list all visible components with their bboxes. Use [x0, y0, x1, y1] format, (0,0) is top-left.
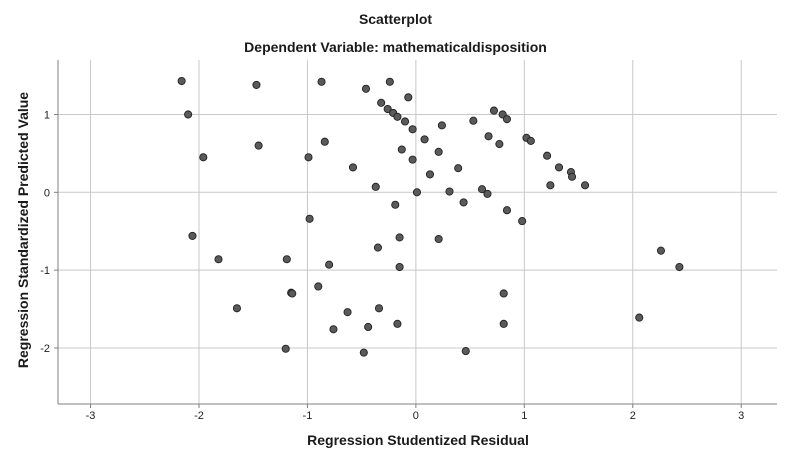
data-point [461, 347, 470, 356]
data-point [395, 262, 404, 272]
data-point [383, 104, 392, 114]
data-point [288, 289, 297, 298]
data-point [343, 308, 352, 317]
data-point [199, 153, 208, 162]
data-point [373, 243, 382, 252]
x-tick-label: 3 [738, 410, 744, 422]
data-point [477, 185, 487, 194]
y-tick-label: 0 [44, 187, 50, 199]
data-point [554, 163, 564, 172]
grid-lines [58, 60, 777, 404]
data-point [254, 141, 263, 150]
data-point [518, 217, 527, 226]
data-point [374, 304, 384, 313]
data-point [420, 135, 429, 144]
data-points [177, 76, 684, 357]
data-point [371, 182, 380, 191]
data-point [484, 132, 493, 141]
x-tick-label: -3 [86, 410, 96, 422]
data-point [656, 246, 666, 255]
data-point [502, 115, 512, 124]
data-point [393, 112, 402, 121]
data-point [385, 77, 394, 86]
tick-labels: -3 -2 -1 0 1 2 3 -2 -1 0 1 [40, 109, 744, 422]
data-point [434, 147, 443, 156]
data-point [546, 181, 555, 190]
data-point [305, 214, 314, 223]
x-tick-label: -1 [303, 410, 313, 422]
data-point [325, 260, 334, 269]
data-point [348, 163, 358, 172]
x-tick-label: -2 [194, 410, 204, 422]
axes [54, 60, 777, 408]
data-point [543, 151, 552, 160]
data-point [232, 304, 241, 313]
data-point [437, 121, 446, 130]
data-point [459, 198, 468, 207]
data-point [400, 117, 410, 126]
chart-subtitle: Dependent Variable: mathematicaldisposit… [244, 39, 547, 55]
data-point [393, 319, 402, 328]
data-point [281, 344, 290, 353]
data-point [364, 322, 373, 332]
data-point [391, 200, 400, 209]
data-point [675, 262, 684, 272]
chart-title: Scatterplot [358, 11, 433, 27]
data-point [408, 125, 417, 134]
data-point [580, 181, 590, 190]
data-point [177, 76, 186, 86]
x-tick-label: 0 [413, 410, 419, 422]
data-point [377, 98, 386, 107]
data-point [314, 282, 323, 291]
data-point [304, 153, 313, 162]
data-point [499, 319, 508, 328]
y-tick-label: -2 [40, 343, 50, 355]
data-point [397, 145, 406, 154]
x-tick-label: 1 [521, 410, 527, 422]
data-point [408, 155, 417, 164]
data-point [495, 140, 504, 149]
y-tick-label: -1 [40, 265, 50, 277]
x-tick-label: 2 [630, 410, 636, 422]
data-point [502, 206, 512, 215]
data-point [317, 77, 326, 86]
data-point [526, 136, 535, 145]
data-point [214, 255, 223, 264]
data-point [282, 255, 291, 264]
data-point [567, 172, 577, 181]
data-point [252, 80, 261, 89]
y-axis-label: Regression Standardized Predicted Value [15, 91, 31, 369]
data-point [499, 289, 508, 298]
data-point [434, 234, 443, 244]
data-point [454, 164, 463, 173]
data-point [184, 110, 193, 119]
data-point [483, 189, 492, 198]
data-point [188, 231, 197, 240]
data-point [361, 84, 371, 93]
data-point [412, 188, 422, 197]
data-point [359, 348, 368, 357]
y-axis-label-container: Regression Standardized Predicted Value [10, 60, 36, 400]
x-axis-label: Regression Studentized Residual [307, 432, 529, 448]
data-point [395, 233, 404, 242]
data-point [425, 170, 435, 179]
data-point [469, 116, 478, 125]
data-point [320, 137, 329, 146]
data-point [489, 106, 499, 115]
data-point [635, 313, 644, 322]
data-point [329, 325, 338, 334]
data-point [404, 93, 413, 102]
y-tick-label: 1 [44, 109, 50, 121]
data-point [445, 187, 454, 196]
